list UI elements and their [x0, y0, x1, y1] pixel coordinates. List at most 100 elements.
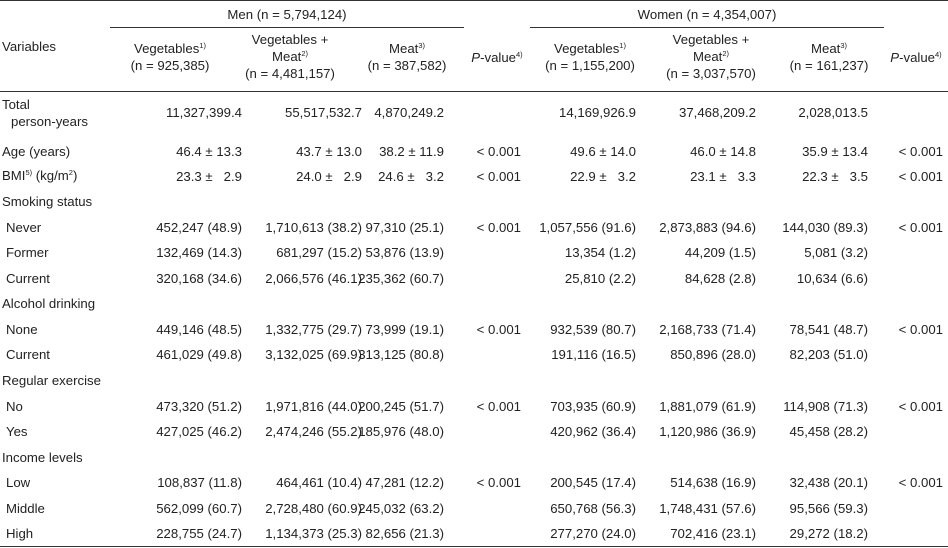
cell-none-men-meat: 73,999 (19.1) — [365, 322, 444, 337]
row-label-high: High — [6, 526, 34, 541]
cell-none-men-vegetables: 449,146 (48.5) — [156, 322, 242, 337]
cell-yes-men-vegetables: 427,025 (46.2) — [156, 424, 242, 439]
section-alcohol: Alcohol drinking — [2, 296, 96, 311]
cell-high-women-meat: 29,272 (18.2) — [789, 526, 868, 541]
cell-yes-women-meat: 45,458 (28.2) — [789, 424, 868, 439]
row-label-middle: Middle — [6, 501, 45, 516]
cell-no-women-veg-meat: 1,881,079 (61.9) — [659, 399, 756, 414]
cell-low-women-vegetables: 200,545 (17.4) — [550, 475, 636, 490]
cell-yes-men-veg-meat: 2,474,246 (55.2) — [265, 424, 362, 439]
header-bottom-rule — [0, 91, 948, 92]
cell-current-s-women-veg-meat: 84,628 (2.8) — [684, 271, 756, 286]
section-income: Income levels — [2, 450, 83, 465]
cell-current-s-women-vegetables: 25,810 (2.2) — [564, 271, 636, 286]
men-veg-header: Vegetables1) (n = 925,385) — [130, 41, 210, 73]
cell-age-women-meat: 35.9 ± 13.4 — [802, 144, 868, 159]
cell-low-men-pvalue: < 0.001 — [476, 475, 521, 490]
cell-current-a-women-meat: 82,203 (51.0) — [789, 347, 868, 362]
cell-current-a-women-veg-meat: 850,896 (28.0) — [670, 347, 756, 362]
section-smoking: Smoking status — [2, 194, 93, 209]
cell-current-a-women-vegetables: 191,116 (16.5) — [551, 347, 636, 362]
cell-never-women-pvalue: < 0.001 — [898, 220, 943, 235]
row-label-former: Former — [6, 245, 49, 260]
cell-total-women-vegetables: 14,169,926.9 — [558, 105, 636, 120]
variables-header: Variables — [2, 39, 56, 54]
cell-former-men-veg-meat: 681,297 (15.2) — [276, 245, 362, 260]
cell-no-men-vegetables: 473,320 (51.2) — [156, 399, 242, 414]
cell-current-a-men-meat: 313,125 (80.8) — [358, 347, 444, 362]
cell-age-men-meat: 38.2 ± 11.9 — [379, 144, 444, 159]
cell-low-men-meat: 47,281 (12.2) — [365, 475, 444, 490]
cell-low-women-pvalue: < 0.001 — [898, 475, 943, 490]
cell-yes-women-veg-meat: 1,120,986 (36.9) — [659, 424, 756, 439]
cell-none-men-pvalue: < 0.001 — [476, 322, 521, 337]
cell-high-men-veg-meat: 1,134,373 (25.3) — [265, 526, 362, 541]
cell-no-men-veg-meat: 1,971,816 (44.0) — [265, 399, 362, 414]
cell-never-men-pvalue: < 0.001 — [476, 220, 521, 235]
cell-never-women-veg-meat: 2,873,883 (94.6) — [659, 220, 756, 235]
cell-high-women-vegetables: 277,270 (24.0) — [550, 526, 636, 541]
cell-no-men-meat: 200,245 (51.7) — [358, 399, 444, 414]
cell-low-women-meat: 32,438 (20.1) — [789, 475, 868, 490]
cell-middle-women-vegetables: 650,768 (56.3) — [550, 501, 636, 516]
cell-bmi-women-vegetables: 22.9 ± 3.2 — [570, 169, 636, 184]
women-veg-meat-header: Vegetables + Meat2) (n = 3,037,570) — [666, 32, 756, 81]
cell-never-women-vegetables: 1,057,556 (91.6) — [539, 220, 636, 235]
men-meat-header: Meat3) (n = 387,582) — [367, 41, 447, 73]
cell-total-men-vegetables: 11,327,399.4 — [165, 105, 242, 120]
cell-no-women-pvalue: < 0.001 — [898, 399, 943, 414]
cell-bmi-men-meat: 24.6 ± 3.2 — [378, 169, 444, 184]
women-pvalue-header: P-value4) — [890, 50, 942, 65]
cell-middle-men-veg-meat: 2,728,480 (60.9) — [265, 501, 362, 516]
cell-bmi-men-vegetables: 23.3 ± 2.9 — [176, 169, 242, 184]
cell-age-women-pvalue: < 0.001 — [898, 144, 943, 159]
cell-never-women-meat: 144,030 (89.3) — [782, 220, 868, 235]
cell-bmi-men-pvalue: < 0.001 — [476, 169, 521, 184]
cell-none-women-vegetables: 932,539 (80.7) — [550, 322, 636, 337]
cell-former-men-meat: 53,876 (13.9) — [365, 245, 444, 260]
cell-age-women-veg-meat: 46.0 ± 14.8 — [690, 144, 756, 159]
cell-low-men-vegetables: 108,837 (11.8) — [157, 475, 242, 490]
row-label-none: None — [6, 322, 38, 337]
row-label-yes: Yes — [6, 424, 28, 439]
row-label-current-smoking: Current — [6, 271, 50, 286]
cell-current-a-men-veg-meat: 3,132,025 (69.9) — [265, 347, 362, 362]
cell-high-men-vegetables: 228,755 (24.7) — [156, 526, 242, 541]
cell-high-men-meat: 82,656 (21.3) — [365, 526, 444, 541]
cell-none-women-veg-meat: 2,168,733 (71.4) — [659, 322, 756, 337]
cell-middle-men-vegetables: 562,099 (60.7) — [156, 501, 242, 516]
women-group-rule — [530, 27, 884, 28]
cell-no-women-vegetables: 703,935 (60.9) — [550, 399, 636, 414]
cell-total-men-veg-meat: 55,517,532.7 — [284, 105, 362, 120]
cell-middle-men-meat: 245,032 (63.2) — [358, 501, 444, 516]
bottom-rule — [0, 546, 948, 547]
top-rule — [0, 0, 948, 1]
cell-no-men-pvalue: < 0.001 — [476, 399, 521, 414]
cell-high-women-veg-meat: 702,416 (23.1) — [670, 526, 756, 541]
men-pvalue-header: P-value4) — [471, 50, 523, 65]
cell-current-s-men-meat: 235,362 (60.7) — [358, 271, 444, 286]
cell-none-men-veg-meat: 1,332,775 (29.7) — [265, 322, 362, 337]
cell-age-men-veg-meat: 43.7 ± 13.0 — [296, 144, 362, 159]
men-veg-meat-header: Vegetables + Meat2) (n = 4,481,157) — [245, 32, 335, 81]
cell-former-women-meat: 5,081 (3.2) — [804, 245, 868, 260]
cell-age-men-vegetables: 46.4 ± 13.3 — [176, 144, 242, 159]
cell-low-women-veg-meat: 514,638 (16.9) — [670, 475, 756, 490]
men-group-rule — [110, 27, 464, 28]
row-label-total: Total person-years — [2, 97, 88, 129]
row-label-current-alcohol: Current — [6, 347, 50, 362]
cell-middle-women-meat: 95,566 (59.3) — [789, 501, 868, 516]
cell-total-men-meat: 4,870,249.2 — [374, 105, 444, 120]
cell-bmi-women-veg-meat: 23.1 ± 3.3 — [690, 169, 756, 184]
women-meat-header: Meat3) (n = 161,237) — [789, 41, 869, 73]
cell-current-s-men-veg-meat: 2,066,576 (46.1) — [265, 271, 362, 286]
cell-current-s-women-meat: 10,634 (6.6) — [796, 271, 868, 286]
women-group-header: Women (n = 4,354,007) — [637, 7, 777, 22]
women-veg-header: Vegetables1) (n = 1,155,200) — [545, 41, 635, 73]
cell-never-men-meat: 97,310 (25.1) — [365, 220, 444, 235]
cell-never-men-veg-meat: 1,710,613 (38.2) — [265, 220, 362, 235]
cell-middle-women-veg-meat: 1,748,431 (57.6) — [659, 501, 756, 516]
row-label-bmi: BMI5) (kg/m2) — [2, 168, 78, 183]
cell-age-men-pvalue: < 0.001 — [476, 144, 521, 159]
cell-former-women-veg-meat: 44,209 (1.5) — [684, 245, 756, 260]
